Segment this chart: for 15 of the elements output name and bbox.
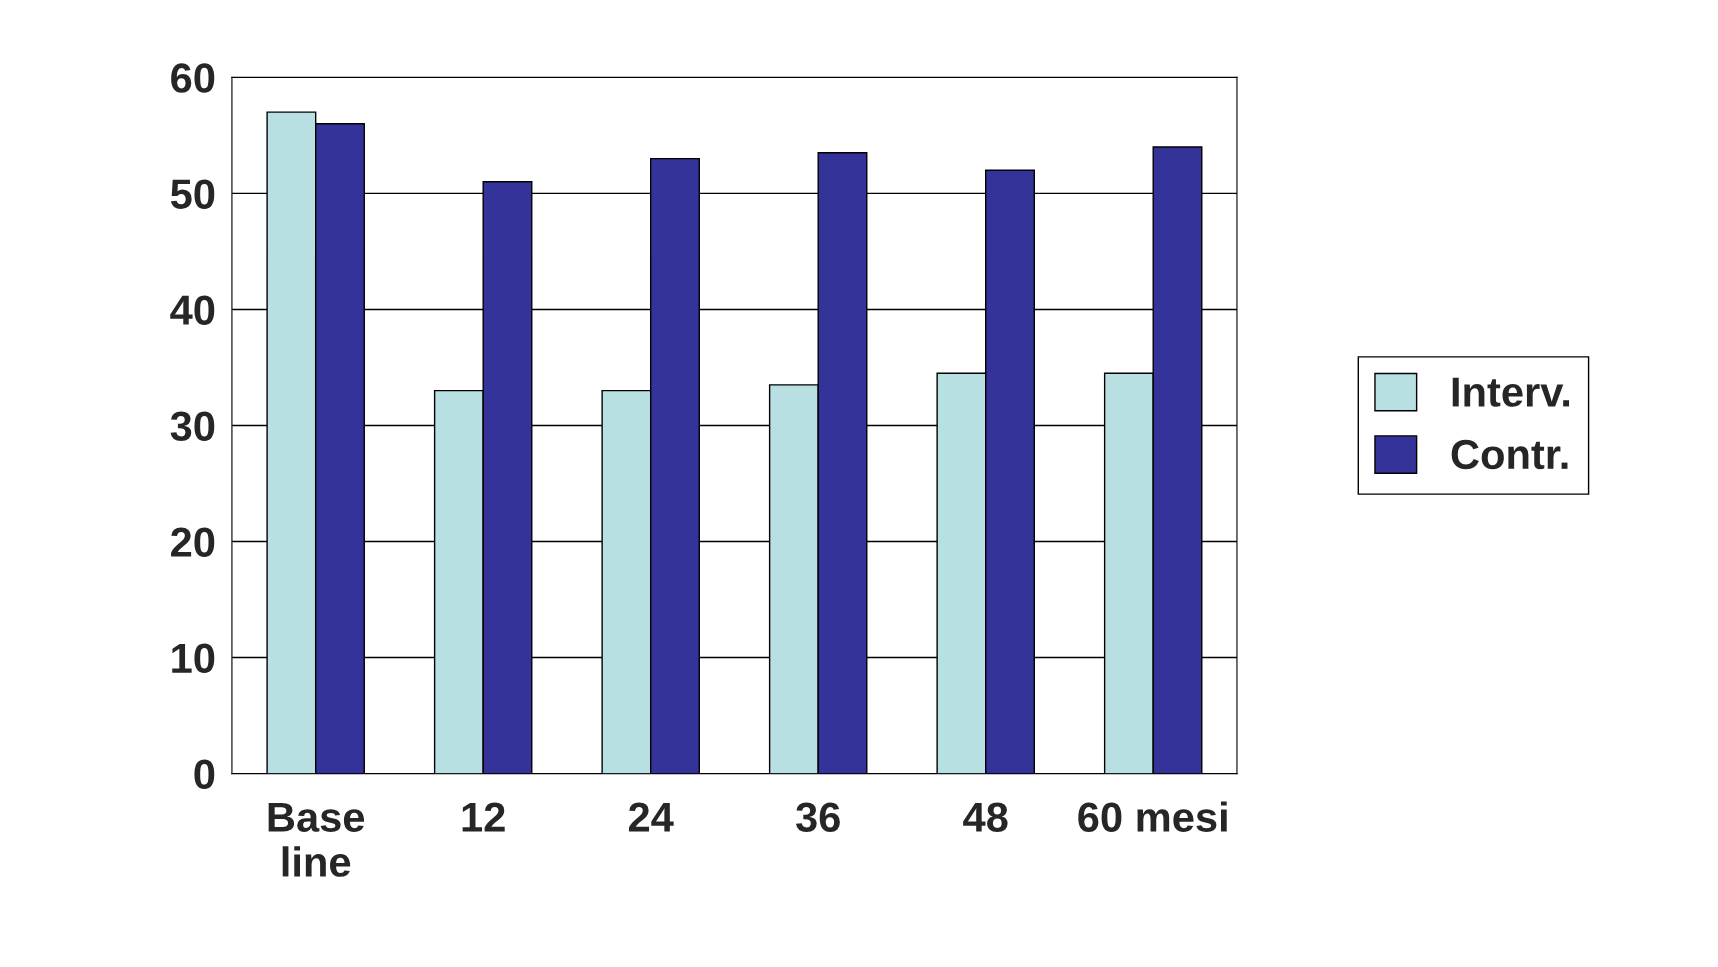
y-tick-label: 40: [170, 295, 215, 325]
y-tick-label: 10: [172, 643, 215, 674]
x-tick-label: 12: [462, 802, 505, 832]
x-tick-label: 24: [628, 802, 674, 832]
x-tick-label: 48: [963, 802, 1008, 832]
legend-label: Contr.: [1451, 439, 1568, 470]
y-tick-label: 20: [171, 527, 215, 558]
x-tick-label: Base line: [268, 802, 365, 877]
x-tick-label: 36: [795, 802, 840, 833]
y-tick-label: 30: [170, 411, 215, 442]
x-tick-label: 60 mesi: [1078, 801, 1227, 832]
y-tick-label: 60: [171, 63, 215, 93]
y-tick-label: 50: [170, 179, 215, 209]
legend-label: Interv.: [1452, 377, 1570, 407]
y-tick-label: 0: [194, 759, 215, 790]
